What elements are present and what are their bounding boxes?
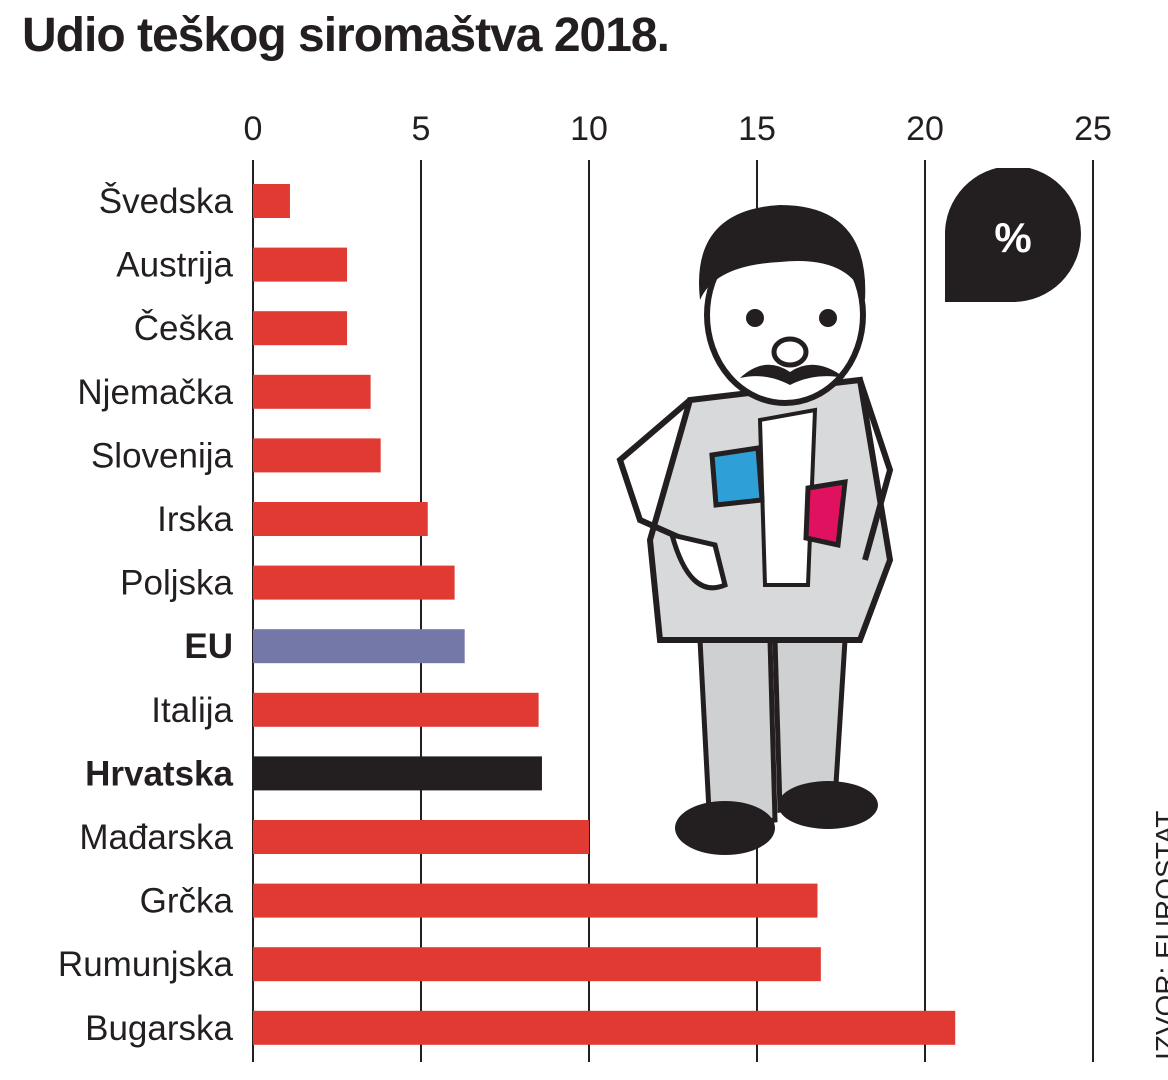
category-label: Italija [151, 691, 233, 730]
nose [771, 336, 809, 368]
pink-patch [803, 479, 848, 549]
category-label: Slovenija [91, 436, 234, 475]
hand [668, 531, 728, 591]
category-label: EU [184, 627, 233, 666]
category-label: Grčka [140, 882, 234, 921]
poor-man-illustration [616, 205, 894, 855]
bar [253, 502, 428, 536]
bar [253, 1010, 956, 1045]
category-label: Njemačka [77, 373, 233, 412]
right-shoe [778, 781, 878, 829]
category-label: Švedska [99, 182, 234, 221]
bar [253, 438, 381, 473]
category-label: Irska [157, 500, 233, 539]
hair [699, 205, 866, 300]
unit-label: % [994, 214, 1031, 261]
left-eye [746, 309, 764, 327]
category-labels: Švedska Austrija Češka Njemačka Slovenija Irs… [58, 182, 234, 1048]
unit-badge: % [944, 166, 1083, 302]
category-label: Rumunjska [58, 945, 234, 984]
bar [253, 947, 821, 982]
right-eye [819, 309, 837, 327]
category-label: Austrija [116, 246, 233, 285]
x-axis-ticks: 0 5 10 15 20 25 [244, 110, 1112, 148]
category-label: Češka [134, 309, 234, 348]
bar [253, 629, 465, 664]
bar [253, 883, 818, 918]
mustache [740, 364, 845, 385]
unit-badge-shape: % [944, 166, 1081, 302]
left-shoe [675, 801, 775, 855]
x-tick-label: 15 [738, 110, 776, 148]
left-leg [697, 637, 778, 833]
left-arm [616, 397, 692, 543]
x-tick-label: 0 [244, 110, 263, 148]
x-tick-label: 20 [906, 110, 944, 148]
x-tick-label: 5 [412, 110, 431, 148]
bar [253, 692, 539, 727]
right-arm [857, 379, 894, 561]
bar [253, 311, 348, 346]
bar [253, 565, 455, 600]
blue-patch [709, 445, 765, 508]
bars [253, 184, 956, 1045]
x-tick-label: 25 [1074, 110, 1112, 148]
bar [253, 247, 348, 282]
category-label: Poljska [120, 564, 233, 603]
category-label: Mađarska [79, 818, 233, 857]
bar [253, 184, 290, 218]
category-label: Hrvatska [85, 754, 233, 793]
source-label: IZVOR: EUROSTAT [1150, 810, 1168, 1060]
bar [253, 374, 371, 409]
category-label: Bugarska [85, 1009, 233, 1048]
x-tick-label: 10 [570, 110, 608, 148]
bar [253, 820, 589, 854]
shirt [757, 407, 818, 587]
badge-speech-bubble [944, 166, 1081, 302]
bar [253, 756, 542, 791]
chart-title: Udio teškog siromaštva 2018. [22, 9, 670, 62]
